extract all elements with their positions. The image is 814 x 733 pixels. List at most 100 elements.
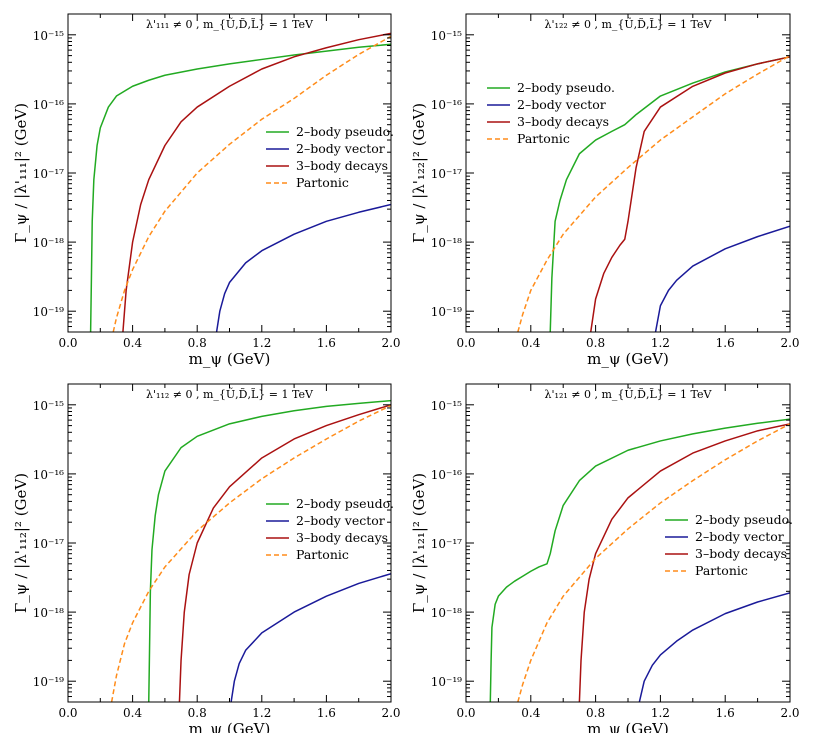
- legend-label: 3–body decays: [296, 530, 388, 545]
- legend-label: 2–body pseudo.: [517, 80, 615, 95]
- y-tick-label: 10⁻¹⁶: [431, 98, 462, 112]
- y-tick-label: 10⁻¹⁵: [431, 29, 462, 43]
- y-tick-label: 10⁻¹⁶: [33, 468, 64, 482]
- y-tick-label: 10⁻¹⁹: [431, 305, 462, 319]
- x-tick-label: 0.4: [123, 706, 142, 720]
- plot-frame: [465, 13, 791, 333]
- x-tick-label: 2.0: [381, 336, 400, 350]
- series-line-3: [178, 404, 391, 702]
- legend-label: 3–body decays: [695, 546, 787, 561]
- y-tick-label: 10⁻¹⁸: [33, 236, 64, 250]
- legend-label: Partonic: [695, 563, 748, 578]
- series-line-2: [654, 225, 790, 332]
- y-tick-label: 10⁻¹⁹: [33, 305, 64, 319]
- series-line-1: [489, 418, 790, 702]
- y-tick-label: 10⁻¹⁷: [431, 167, 462, 181]
- legend: 2–body pseudo. 2–body vector 3–body decays…: [665, 512, 793, 578]
- chart-panel-4: 0.0 0.4 0.8 1.2 1.6 2.0 10⁻¹⁹ 10⁻¹⁸ 10⁻¹⁷ 10⁻¹⁶ 10…: [410, 383, 800, 733]
- series-line-3: [122, 32, 391, 332]
- series-line-3: [578, 423, 790, 702]
- x-tick-label: 0.8: [188, 336, 207, 350]
- series-line-4: [110, 404, 391, 702]
- x-tick-label: 1.2: [252, 706, 271, 720]
- x-axis-label: m_ψ (GeV): [189, 720, 271, 733]
- series-line-1: [89, 43, 391, 332]
- x-tick-label: 1.2: [651, 336, 670, 350]
- series-line-2: [638, 592, 790, 702]
- x-tick-label: 0.0: [456, 336, 475, 350]
- series-line-2: [230, 572, 391, 702]
- y-tick-label: 10⁻¹⁵: [33, 29, 64, 43]
- series-line-3: [589, 56, 790, 332]
- legend-label: Partonic: [296, 175, 349, 190]
- x-axis-label: m_ψ (GeV): [587, 720, 669, 733]
- x-tick-label: 2.0: [381, 706, 400, 720]
- x-tick-label: 0.4: [521, 706, 540, 720]
- y-tick-label: 10⁻¹⁵: [431, 399, 462, 413]
- chart-panel-2: 0.0 0.4 0.8 1.2 1.6 2.0 10⁻¹⁹ 10⁻¹⁸ 10⁻¹⁷ 10⁻¹⁶ 10…: [410, 13, 800, 368]
- y-tick-label: 10⁻¹⁷: [33, 167, 64, 181]
- x-tick-label: 1.6: [716, 336, 735, 350]
- legend: 2–body pseudo. 2–body vector 3–body decays…: [266, 496, 394, 562]
- series-line-1: [148, 399, 391, 702]
- chart-panel-3: 0.0 0.4 0.8 1.2 1.6 2.0 10⁻¹⁹ 10⁻¹⁸ 10⁻¹⁷ 10⁻¹⁶ 10…: [12, 383, 401, 733]
- legend-label: 3–body decays: [517, 114, 609, 129]
- y-tick-label: 10⁻¹⁷: [431, 537, 462, 551]
- y-tick-label: 10⁻¹⁸: [431, 236, 462, 250]
- chart-panel-1: 0.0 0.4 0.8 1.2 1.6 2.0 10⁻¹⁹ 10⁻¹⁸ 10⁻¹⁷ 10⁻¹⁶ 10…: [12, 13, 401, 368]
- x-tick-label: 1.6: [317, 706, 336, 720]
- coupling-annotation: λ'₁₂₂ ≠ 0 , m_{Ũ,D̃,L̃} = 1 TeV: [545, 17, 713, 31]
- legend-label: 2–body vector: [296, 513, 385, 528]
- series-group: [110, 399, 391, 702]
- x-tick-label: 1.6: [317, 336, 336, 350]
- x-tick-label: 0.0: [456, 706, 475, 720]
- series-line-4: [517, 54, 790, 332]
- series-line-4: [517, 423, 790, 702]
- x-tick-label: 1.6: [716, 706, 735, 720]
- legend: 2–body pseudo. 2–body vector 3–body decays…: [487, 80, 615, 146]
- legend-label: 2–body vector: [517, 97, 606, 112]
- y-tick-label: 10⁻¹⁸: [431, 606, 462, 620]
- x-tick-label: 1.2: [651, 706, 670, 720]
- y-axis-label: Γ_ψ / |λ'₁₂₁|² (GeV): [410, 473, 428, 613]
- x-axis-label: m_ψ (GeV): [587, 350, 669, 368]
- y-tick-label: 10⁻¹⁹: [431, 675, 462, 689]
- x-tick-label: 0.4: [123, 336, 142, 350]
- x-tick-label: 0.0: [58, 336, 77, 350]
- x-tick-label: 0.0: [58, 706, 77, 720]
- legend-label: 2–body pseudo.: [296, 496, 394, 511]
- legend-label: Partonic: [296, 547, 349, 562]
- y-tick-label: 10⁻¹⁶: [33, 98, 64, 112]
- x-tick-label: 2.0: [780, 336, 799, 350]
- x-tick-label: 0.4: [521, 336, 540, 350]
- y-tick-label: 10⁻¹⁶: [431, 468, 462, 482]
- legend-label: 2–body vector: [695, 529, 784, 544]
- x-tick-label: 0.8: [586, 336, 605, 350]
- x-axis-label: m_ψ (GeV): [189, 350, 271, 368]
- legend-label: 3–body decays: [296, 158, 388, 173]
- coupling-annotation: λ'₁₁₂ ≠ 0 , m_{Ũ,D̃,L̃} = 1 TeV: [146, 387, 314, 401]
- x-tick-label: 0.8: [188, 706, 207, 720]
- y-tick-label: 10⁻¹⁵: [33, 399, 64, 413]
- legend-label: 2–body pseudo.: [296, 124, 394, 139]
- series-line-1: [549, 56, 790, 332]
- coupling-annotation: λ'₁₂₁ ≠ 0 , m_{Ũ,D̃,L̃} = 1 TeV: [545, 387, 713, 401]
- x-tick-label: 0.8: [586, 706, 605, 720]
- series-group: [517, 54, 790, 332]
- y-tick-label: 10⁻¹⁷: [33, 537, 64, 551]
- series-line-4: [112, 35, 391, 332]
- series-group: [489, 418, 790, 702]
- legend-label: 2–body pseudo.: [695, 512, 793, 527]
- legend-label: 2–body vector: [296, 141, 385, 156]
- x-tick-label: 2.0: [780, 706, 799, 720]
- coupling-annotation: λ'₁₁₁ ≠ 0 , m_{Ũ,D̃,L̃} = 1 TeV: [146, 17, 314, 31]
- x-tick-label: 1.2: [252, 336, 271, 350]
- y-tick-label: 10⁻¹⁸: [33, 606, 64, 620]
- series-group: [89, 32, 391, 332]
- legend: 2–body pseudo. 2–body vector 3–body decays…: [266, 124, 394, 190]
- y-axis-label: Γ_ψ / |λ'₁₂₂|² (GeV): [410, 103, 428, 243]
- y-axis-label: Γ_ψ / |λ'₁₁₂|² (GeV): [12, 473, 30, 613]
- series-line-2: [215, 203, 391, 332]
- y-axis-label: Γ_ψ / |λ'₁₁₁|² (GeV): [12, 103, 30, 243]
